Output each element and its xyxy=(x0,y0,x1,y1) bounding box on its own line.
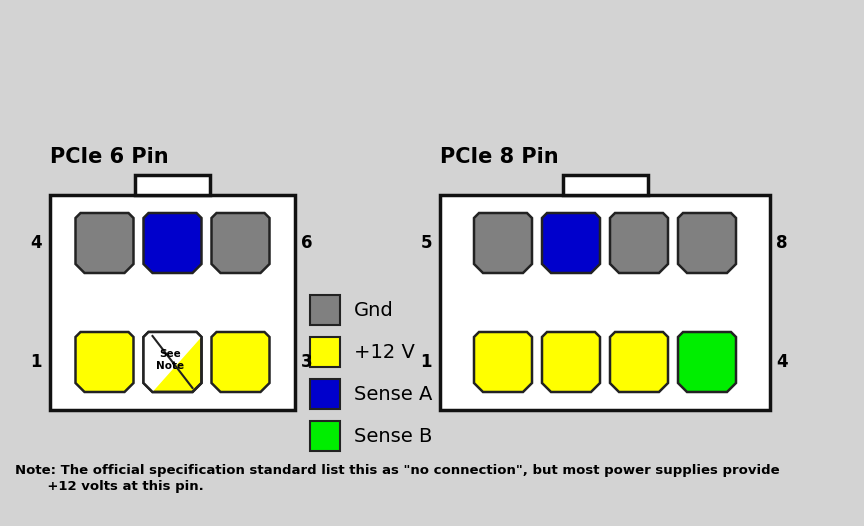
Polygon shape xyxy=(212,213,270,273)
FancyBboxPatch shape xyxy=(135,175,210,195)
FancyBboxPatch shape xyxy=(310,421,340,451)
Text: 6: 6 xyxy=(301,234,313,252)
Text: 4: 4 xyxy=(30,234,42,252)
Polygon shape xyxy=(212,332,270,392)
Text: See
Note: See Note xyxy=(156,349,185,371)
Polygon shape xyxy=(143,332,201,392)
Text: 5: 5 xyxy=(421,234,432,252)
FancyBboxPatch shape xyxy=(50,195,295,410)
Polygon shape xyxy=(610,213,668,273)
FancyBboxPatch shape xyxy=(310,379,340,409)
Polygon shape xyxy=(678,332,736,392)
Polygon shape xyxy=(678,213,736,273)
Text: Note: The official specification standard list this as "no connection", but most: Note: The official specification standar… xyxy=(15,464,779,477)
Polygon shape xyxy=(542,213,600,273)
Polygon shape xyxy=(542,332,600,392)
FancyBboxPatch shape xyxy=(562,175,647,195)
Text: Gnd: Gnd xyxy=(354,300,394,319)
Polygon shape xyxy=(474,213,532,273)
Text: PCIe 8 Pin: PCIe 8 Pin xyxy=(440,147,559,167)
Text: Sense B: Sense B xyxy=(354,427,432,446)
Text: 1: 1 xyxy=(421,353,432,371)
Text: 4: 4 xyxy=(776,353,788,371)
Text: PCIe 6 Pin: PCIe 6 Pin xyxy=(50,147,168,167)
Text: 3: 3 xyxy=(301,353,313,371)
Polygon shape xyxy=(75,332,134,392)
FancyBboxPatch shape xyxy=(310,337,340,367)
Text: Sense A: Sense A xyxy=(354,385,432,403)
Polygon shape xyxy=(143,332,201,392)
Polygon shape xyxy=(474,332,532,392)
Text: +12 volts at this pin.: +12 volts at this pin. xyxy=(15,480,204,493)
Polygon shape xyxy=(75,213,134,273)
Text: +12 V: +12 V xyxy=(354,342,415,361)
FancyBboxPatch shape xyxy=(440,195,770,410)
Polygon shape xyxy=(143,213,201,273)
Text: 1: 1 xyxy=(30,353,42,371)
Polygon shape xyxy=(610,332,668,392)
FancyBboxPatch shape xyxy=(310,295,340,325)
Text: 8: 8 xyxy=(776,234,787,252)
